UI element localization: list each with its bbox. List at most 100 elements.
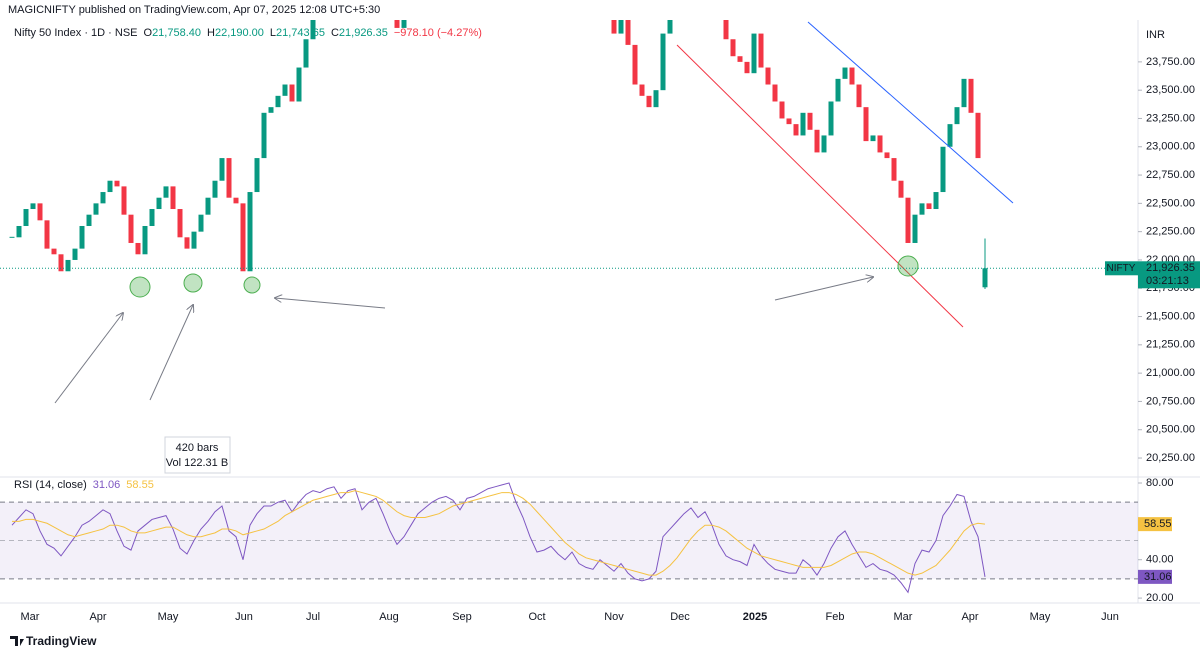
y-tick-label: 20,250.00 bbox=[1146, 452, 1195, 464]
x-tick-label: Apr bbox=[961, 611, 978, 623]
arrow bbox=[149, 305, 193, 401]
candle bbox=[744, 61, 750, 74]
candle bbox=[933, 192, 939, 210]
x-tick-label: Jun bbox=[1101, 611, 1119, 623]
candle bbox=[660, 33, 666, 91]
rsi-tag bbox=[1138, 517, 1172, 532]
candle bbox=[793, 124, 799, 136]
y-tick-label: 23,750.00 bbox=[1146, 56, 1195, 68]
candle bbox=[65, 259, 71, 272]
x-tick-label: Jul bbox=[306, 611, 320, 623]
candle bbox=[261, 112, 267, 159]
change: −978.10 (−4.27%) bbox=[394, 27, 482, 39]
candle bbox=[891, 158, 897, 181]
x-tick-label: Nov bbox=[604, 611, 624, 623]
candle bbox=[842, 67, 848, 79]
price-tag bbox=[1138, 261, 1200, 289]
x-tick-label: Sep bbox=[452, 611, 472, 623]
candle bbox=[184, 237, 190, 249]
y-tick-label: 23,250.00 bbox=[1146, 112, 1195, 124]
title: Nifty 50 Index · 1D · NSE bbox=[14, 27, 138, 39]
candle bbox=[72, 248, 78, 260]
candle bbox=[800, 112, 806, 136]
candle bbox=[982, 268, 988, 288]
circle bbox=[183, 273, 203, 293]
candle bbox=[926, 203, 932, 210]
candle bbox=[632, 44, 638, 85]
candle bbox=[975, 112, 981, 159]
candle bbox=[44, 220, 50, 249]
candle bbox=[807, 112, 813, 130]
candle bbox=[23, 209, 29, 226]
symbol: NIFTY bbox=[1107, 263, 1136, 274]
candle bbox=[401, 20, 407, 28]
candle bbox=[303, 39, 309, 68]
candle bbox=[149, 209, 155, 226]
candle bbox=[940, 146, 946, 193]
candle bbox=[205, 197, 211, 215]
candle bbox=[226, 158, 232, 198]
y-tick-label: 22,750.00 bbox=[1146, 169, 1195, 181]
ohlc-key: O bbox=[144, 27, 153, 39]
y-tick-label: 23,500.00 bbox=[1146, 84, 1195, 96]
candle bbox=[121, 186, 127, 215]
trendline bbox=[676, 44, 964, 328]
candle bbox=[191, 231, 197, 249]
candle bbox=[968, 78, 974, 113]
candle bbox=[961, 78, 967, 108]
candle bbox=[765, 67, 771, 85]
candle bbox=[289, 84, 295, 102]
candle bbox=[835, 78, 841, 102]
y-tick-label: 80.00 bbox=[1146, 477, 1174, 489]
candle bbox=[170, 186, 176, 210]
candle bbox=[849, 67, 855, 85]
candle bbox=[870, 135, 876, 142]
rsi-tag bbox=[1138, 569, 1172, 584]
price-label: 21,926.35 bbox=[1146, 262, 1195, 274]
candle bbox=[884, 152, 890, 159]
ohlc-value: 22,190.00 bbox=[215, 27, 264, 39]
y-tick-label: 21,500.00 bbox=[1146, 310, 1195, 322]
candle bbox=[37, 203, 43, 221]
x-tick-label: Jun bbox=[235, 611, 253, 623]
candle bbox=[30, 203, 36, 210]
candle bbox=[247, 192, 253, 272]
candle bbox=[919, 203, 925, 215]
countdown: 03:21:13 bbox=[1146, 275, 1189, 287]
x-tick-label: Mar bbox=[21, 611, 40, 623]
rsi-tag-label: 58.55 bbox=[1144, 518, 1172, 530]
x-tick-label: May bbox=[1030, 611, 1051, 623]
candle bbox=[233, 197, 239, 204]
ohlc-key: C bbox=[331, 27, 339, 39]
y-tick-label: 40.00 bbox=[1146, 554, 1174, 566]
candle bbox=[618, 20, 624, 34]
candle bbox=[128, 214, 134, 243]
header-bg bbox=[0, 2, 300, 18]
candle bbox=[135, 242, 141, 255]
rsi-tag-label: 31.06 bbox=[1144, 571, 1172, 583]
candle bbox=[177, 209, 183, 238]
ohlc-value: 21,758.40 bbox=[152, 27, 201, 39]
currency: INR bbox=[1146, 29, 1165, 41]
candle bbox=[639, 84, 645, 96]
candles bbox=[9, 20, 988, 289]
candle bbox=[786, 118, 792, 125]
candle bbox=[625, 20, 631, 45]
candle bbox=[219, 158, 225, 181]
rsi-header: RSI (14, close) 31.06 58.55 bbox=[14, 479, 154, 491]
candle bbox=[912, 214, 918, 243]
symbol-tag bbox=[1105, 261, 1138, 276]
rsi-line bbox=[11, 482, 986, 594]
candle bbox=[905, 197, 911, 243]
candle bbox=[275, 95, 281, 108]
candle bbox=[667, 20, 673, 34]
x-tick-label: 2025 bbox=[743, 611, 767, 623]
candle bbox=[86, 214, 92, 226]
candle bbox=[93, 203, 99, 215]
ohlc-key: H bbox=[207, 27, 215, 39]
x-tick-label: Mar bbox=[894, 611, 913, 623]
candle bbox=[114, 180, 120, 187]
candle bbox=[954, 107, 960, 125]
candle bbox=[394, 20, 400, 28]
